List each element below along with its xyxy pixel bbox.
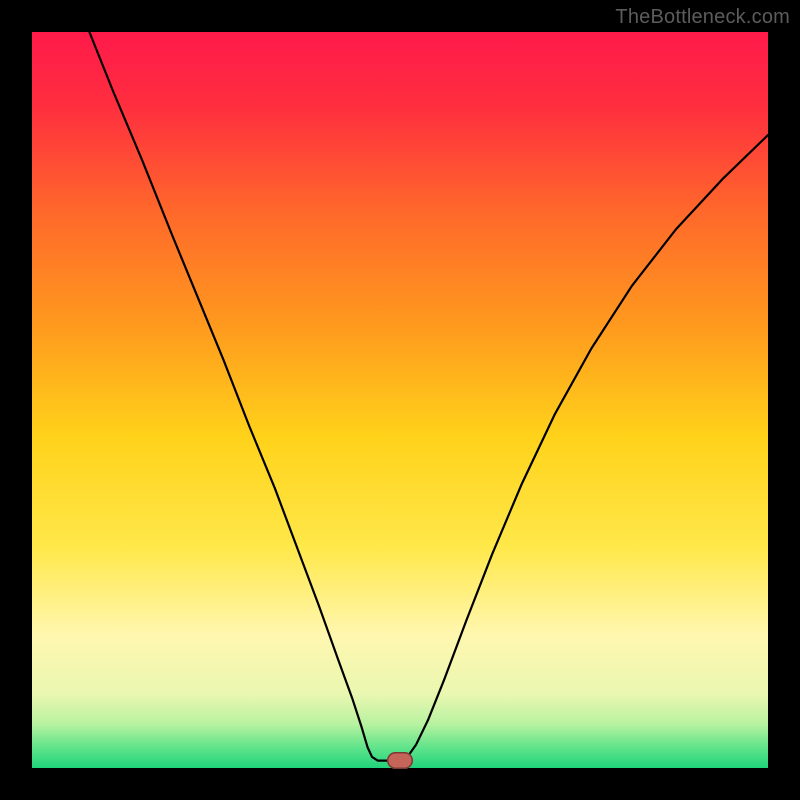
bottleneck-curve	[32, 32, 768, 768]
curve-path	[89, 32, 768, 761]
optimum-marker	[387, 752, 413, 769]
watermark-text: TheBottleneck.com	[615, 6, 790, 29]
figure-frame: TheBottleneck.com	[0, 0, 800, 800]
plot-area	[32, 32, 768, 768]
